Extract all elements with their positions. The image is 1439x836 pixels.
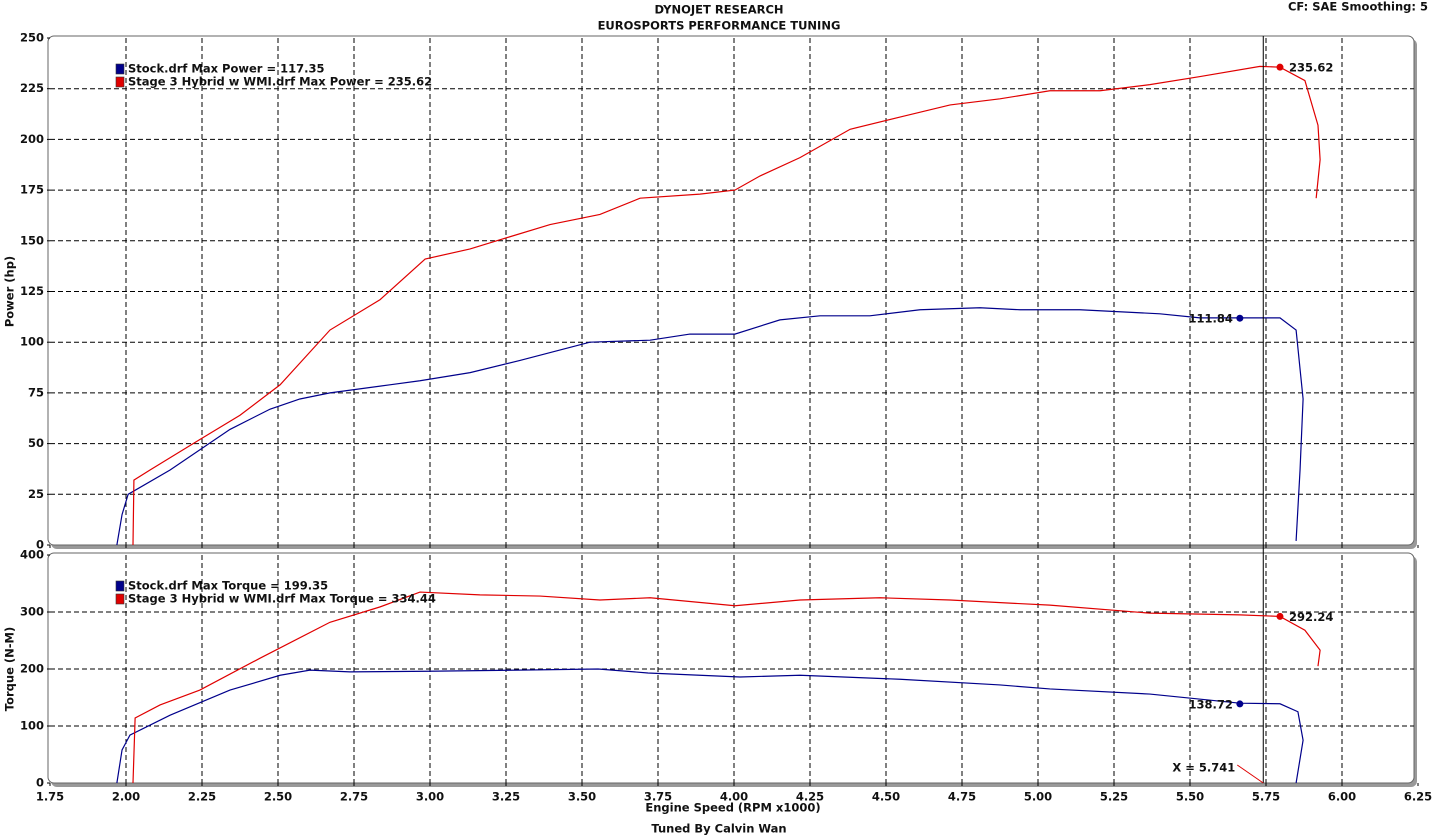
- marker-label: 235.62: [1289, 61, 1333, 75]
- legend-swatch: [115, 63, 125, 75]
- y-axis-label: Power (hp): [3, 256, 17, 327]
- x-tick-label: 4.00: [720, 790, 748, 804]
- cursor-pointer: [1236, 764, 1264, 784]
- series-line: [132, 65, 1321, 546]
- y-tick-label: 200: [20, 132, 44, 146]
- x-tick-label: 5.75: [1252, 790, 1280, 804]
- y-tick-label: 100: [20, 335, 44, 349]
- legend-label: Stock.drf Max Power = 117.35: [128, 62, 325, 76]
- title: DYNOJET RESEARCH: [654, 3, 783, 17]
- series-line: [132, 591, 1321, 784]
- x-tick-label: 2.00: [112, 790, 140, 804]
- y-tick-label: 0: [36, 776, 44, 790]
- y-axis-label: Torque (N-M): [3, 627, 17, 711]
- x-tick-label: 1.75: [36, 790, 64, 804]
- y-tick-label: 25: [28, 487, 44, 501]
- x-tick-label: 4.50: [872, 790, 900, 804]
- x-tick-label: 2.50: [264, 790, 292, 804]
- series-line: [116, 668, 1304, 784]
- x-tick-label: 2.25: [188, 790, 216, 804]
- x-tick-label: 3.75: [644, 790, 672, 804]
- y-tick-label: 100: [20, 719, 44, 733]
- marker-label: 138.72: [1188, 697, 1232, 711]
- legend-label: Stage 3 Hybrid w WMI.drf Max Torque = 33…: [128, 592, 436, 606]
- y-tick-label: 225: [20, 81, 44, 95]
- y-tick-label: 300: [20, 605, 44, 619]
- y-tick-label: 250: [20, 31, 44, 45]
- x-tick-label: 4.25: [796, 790, 824, 804]
- y-tick-label: 50: [28, 436, 44, 450]
- x-tick-label: 6.25: [1404, 790, 1432, 804]
- x-tick-label: 5.50: [1176, 790, 1204, 804]
- y-tick-label: 200: [20, 662, 44, 676]
- marker-label: 111.84: [1188, 312, 1232, 326]
- marker: [1276, 612, 1284, 620]
- footer: Tuned By Calvin Wan: [651, 822, 786, 836]
- panel: [47, 35, 1415, 546]
- legend-swatch: [115, 76, 125, 88]
- legend-label: Stock.drf Max Torque = 199.35: [128, 579, 328, 593]
- x-tick-label: 5.25: [1100, 790, 1128, 804]
- subtitle: EUROSPORTS PERFORMANCE TUNING: [598, 19, 841, 33]
- y-tick-label: 75: [28, 385, 44, 399]
- x-tick-label: 3.50: [568, 790, 596, 804]
- legend-swatch: [115, 580, 125, 592]
- legend-label: Stage 3 Hybrid w WMI.drf Max Power = 235…: [128, 75, 432, 89]
- marker-label: 292.24: [1289, 610, 1333, 624]
- y-tick-label: 400: [20, 548, 44, 562]
- marker: [1276, 63, 1284, 71]
- x-tick-label: 6.00: [1328, 790, 1356, 804]
- y-tick-label: 0: [36, 538, 44, 552]
- cursor-label: X = 5.741: [1172, 761, 1235, 775]
- y-tick-label: 175: [20, 183, 44, 197]
- x-tick-label: 4.75: [948, 790, 976, 804]
- x-axis-label: Engine Speed (RPM x1000): [645, 801, 820, 815]
- x-tick-label: 3.25: [492, 790, 520, 804]
- marker: [1236, 700, 1244, 708]
- marker: [1236, 314, 1244, 322]
- y-tick-label: 125: [20, 284, 44, 298]
- x-tick-label: 2.75: [340, 790, 368, 804]
- y-tick-label: 150: [20, 233, 44, 247]
- legend-swatch: [115, 593, 125, 605]
- x-tick-label: 5.00: [1024, 790, 1052, 804]
- settings: CF: SAE Smoothing: 5: [1288, 0, 1428, 14]
- x-tick-label: 3.00: [416, 790, 444, 804]
